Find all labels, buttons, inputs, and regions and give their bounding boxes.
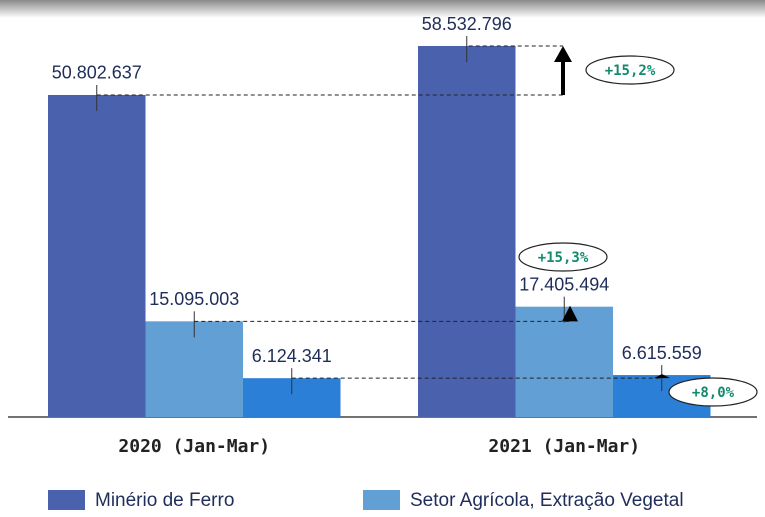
bar [418,46,516,417]
legend-swatch [363,490,400,510]
annotation-bubble [518,242,608,272]
value-label: 58.532.796 [422,14,512,34]
value-label: 50.802.637 [52,63,142,83]
growth-arrowhead [554,46,572,62]
growth-triangle [654,374,670,379]
value-label: 6.124.341 [252,346,332,366]
x-tick-label: 2021 (Jan-Mar) [488,436,640,457]
legend-swatch [48,490,85,510]
annotation: +15,2% [605,63,656,79]
value-label: 6.615.559 [622,343,702,363]
value-label: 17.405.494 [519,274,609,294]
annotation: +15,3% [538,250,589,266]
header-band [0,0,765,18]
bar [48,94,146,417]
legend-label: Setor Agrícola, Extração Vegetal [410,490,684,511]
annotation: +8,0% [692,385,735,401]
annotation-bubble [668,377,758,407]
x-tick-label: 2020 (Jan-Mar) [118,436,270,457]
value-label: 15.095.003 [149,289,239,309]
bar [515,306,613,417]
growth-triangle [562,305,578,322]
legend-label: Minério de Ferro [95,490,234,511]
annotation-bubble [585,55,675,85]
